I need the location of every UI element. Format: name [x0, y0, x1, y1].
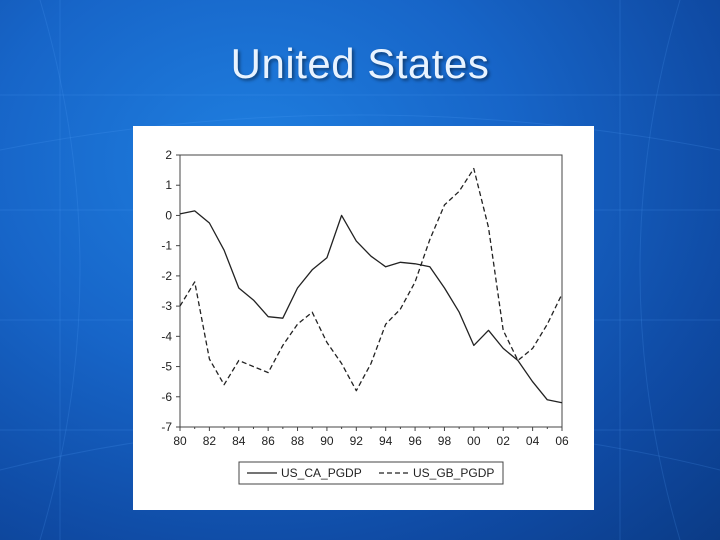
- y-tick-label: -1: [161, 239, 172, 253]
- x-tick-label: 96: [408, 434, 422, 448]
- y-tick-label: 2: [165, 148, 172, 162]
- series-line-us-ca-pgdp: [179, 210, 563, 404]
- x-tick-label: 02: [497, 434, 511, 448]
- x-tick-label: 90: [320, 434, 334, 448]
- legend-label: US_GB_PGDP: [413, 466, 494, 480]
- x-tick-label: 00: [467, 434, 481, 448]
- x-tick-label: 98: [438, 434, 452, 448]
- line-chart: 2 1 0 -1 -2 -3 -4 -5 -6 -780 82 84 86 88 90 92 94 96 98 00 0…: [161, 148, 569, 485]
- chart-panel: 2 1 0 -1 -2 -3 -4 -5 -6 -7 80 82 84 86 88 90 92 94 96 98 00 0…: [133, 126, 594, 510]
- x-tick-label: 86: [261, 434, 275, 448]
- x-tick-label: 94: [379, 434, 393, 448]
- y-tick-label: 1: [165, 178, 172, 192]
- y-tick-label: -2: [161, 269, 172, 283]
- y-tick-label: -3: [161, 299, 172, 313]
- legend-label: US_CA_PGDP: [281, 466, 362, 480]
- y-tick-label: -7: [161, 420, 172, 434]
- y-tick-label: -5: [161, 360, 172, 374]
- y-tick-label: 0: [165, 208, 172, 222]
- slide-title: United States: [230, 40, 490, 87]
- y-tick-label: -6: [161, 390, 172, 404]
- x-tick-label: 82: [203, 434, 217, 448]
- legend-box: [238, 461, 504, 485]
- x-tick-label: 04: [526, 434, 540, 448]
- x-tick-label: 84: [232, 434, 246, 448]
- series-line-us-gb-pgdp: [179, 167, 563, 392]
- x-tick-label: 80: [173, 434, 187, 448]
- x-tick-label: 88: [291, 434, 305, 448]
- plot-frame: [179, 154, 563, 428]
- x-tick-label: 06: [555, 434, 569, 448]
- x-tick-label: 92: [350, 434, 364, 448]
- y-tick-label: -4: [161, 329, 172, 343]
